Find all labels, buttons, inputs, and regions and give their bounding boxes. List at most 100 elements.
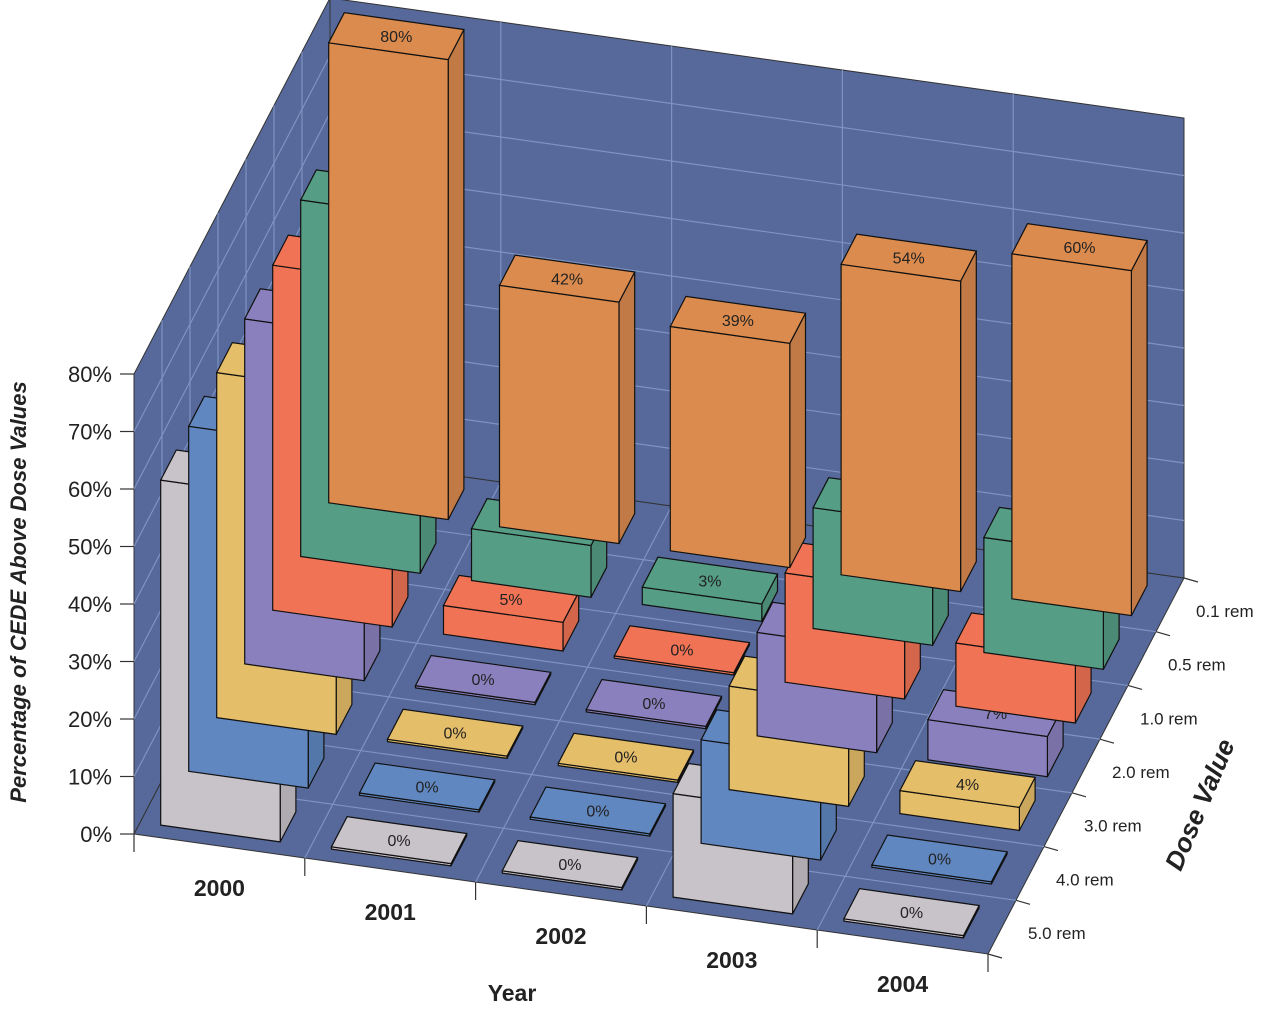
dose-label: 1.0 rem [1140,709,1198,728]
dose-axis-title: Dose Value [1159,735,1241,875]
bar-2002-0-5-rem: 3% [641,556,779,622]
dose-label: 2.0 rem [1112,763,1170,782]
year-label: 2000 [194,875,245,901]
bar-2002-1-0-rem: 0% [613,625,751,676]
bar-top-face [585,678,723,728]
x-axis-title: Year [488,980,537,1006]
bar-front-face [669,325,791,569]
bar-top-face [641,556,779,605]
bar-top-face [330,816,468,865]
bar-top-face [669,295,807,344]
dose-label: 5.0 rem [1028,924,1086,943]
y-tick-label: 40% [68,592,112,617]
bar-side-face [789,312,807,568]
dose-tick-mark [1043,845,1059,852]
bar-top-face [842,888,981,937]
bar-value-label: 80% [380,29,412,46]
y-tick-label: 10% [68,765,112,790]
bar-value-label: 0% [444,726,467,743]
year-label: 2001 [365,899,416,925]
floor-grid-line [475,505,673,883]
bar-value-label: 0% [416,779,439,796]
bar-top-face [529,786,667,835]
chart-axes: 0% 10% 20% 30% 40% 50% 60% 70% 80% 2000 2001 2002 20… [68,362,1254,997]
bar-2002-2-0-rem: 0% [585,678,723,730]
dose-label: 4.0 rem [1056,870,1114,889]
y-axis-title: Percentage of CEDE Above Dose Values [6,381,31,802]
bar-side-face [447,29,465,520]
bar-front-face [328,42,449,521]
bar-value-label: 39% [722,313,754,330]
floor-grid-line [161,779,1017,901]
bar-2001-2-0-rem: 0% [414,654,552,706]
bar-2000-0-1-rem: 80% [327,12,465,521]
bar-top-face [358,762,496,811]
dose-label: 0.5 rem [1168,656,1226,675]
bar-2003-0-1-rem: 54% [840,233,978,593]
bar-top-face [613,625,751,674]
bar-value-label: 5% [500,592,523,609]
bar-top-face [840,233,978,282]
bar-value-label: 0% [558,857,581,874]
dose-tick-mark [987,953,1003,959]
bar-top-face [898,759,1037,809]
y-tick-label: 80% [68,362,112,387]
dose-tick-mark [1071,792,1087,798]
year-label: 2003 [706,947,757,973]
bar-front-face [840,263,962,593]
bar-front-face [1011,253,1133,617]
bar-2001-4-0-rem: 0% [358,762,496,813]
chart-bars: 60%0%0%18%0%60%0%0%18%0%60%0%0%18%4%60%0… [159,12,1149,939]
bar-2002-5-0-rem: 0% [501,840,639,891]
bar-value-label: 3% [698,574,721,591]
floor-grid-line [189,725,1045,848]
bar-value-label: 54% [893,251,925,268]
y-tick-label: 0% [80,822,112,847]
bar-value-label: 0% [642,696,665,713]
dose-tick-mark [1099,738,1115,744]
bar-value-label: 0% [928,851,951,868]
bar-top-face [1010,223,1149,272]
dose-tick-mark [1015,899,1031,905]
y-tick-label: 60% [68,477,112,502]
bar-value-label: 0% [900,905,923,922]
bar-2002-4-0-rem: 0% [529,786,667,837]
bar-2002-0-1-rem: 39% [669,295,807,569]
bar-value-label: 0% [472,672,495,689]
year-label: 2004 [877,971,928,997]
floor-grid-line [304,481,502,859]
bar-2001-0-1-rem: 42% [498,254,636,545]
dose-tick-mark [1183,577,1199,583]
bar-value-label: 42% [551,272,583,289]
y-tick-label: 30% [68,650,112,675]
bar-top-face [870,834,1009,883]
bar-2004-0-1-rem: 60% [1010,223,1149,617]
bar-2004-3-0-rem: 4% [898,759,1037,832]
bar-top-face [386,708,524,757]
bar-value-label: 0% [614,750,637,767]
bar-2004-5-0-rem: 0% [842,888,981,939]
dose-tick-mark [1127,684,1143,691]
bar-side-face [1130,240,1148,616]
bar-top-face [498,254,636,303]
y-tick-label: 20% [68,707,112,732]
bar-value-label: 0% [388,833,411,850]
bar-value-label: 60% [1063,240,1095,257]
bar-top-face [327,12,465,61]
dose-label: 3.0 rem [1084,817,1142,836]
bar-2001-5-0-rem: 0% [330,816,468,867]
bar-2002-3-0-rem: 0% [557,732,695,784]
bar-front-face [498,284,620,545]
bar-top-face [414,654,552,704]
bar-2001-3-0-rem: 0% [386,708,524,760]
bar-top-face [501,840,639,889]
y-tick-label: 50% [68,535,112,560]
bar-top-face [557,732,695,781]
bar-value-label: 0% [670,642,693,659]
dose-label: 0.1 rem [1196,602,1254,621]
bar-side-face [618,271,636,544]
bar-value-label: 4% [956,777,979,794]
dose-tick-mark [1155,631,1171,637]
y-tick-label: 70% [68,420,112,445]
